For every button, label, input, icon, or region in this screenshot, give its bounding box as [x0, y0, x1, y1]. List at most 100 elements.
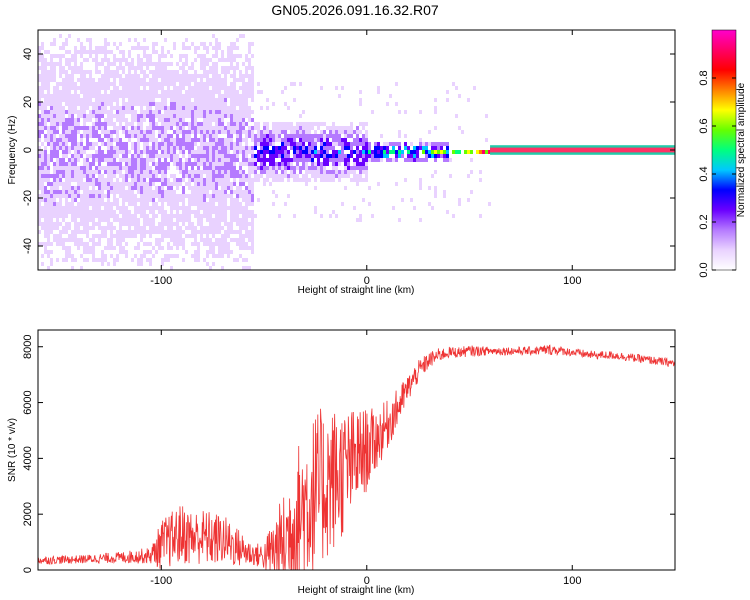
heatmap-cell	[41, 82, 44, 86]
heatmap-cell	[89, 34, 92, 38]
heatmap-cell	[80, 114, 83, 118]
heatmap-cell	[140, 182, 143, 186]
heatmap-cell	[248, 74, 251, 78]
heatmap-cell	[251, 242, 254, 246]
heatmap-cell	[65, 250, 68, 254]
heatmap-cell	[116, 162, 119, 166]
heatmap-cell	[44, 118, 47, 122]
heatmap-cell	[83, 266, 86, 270]
heatmap-cell	[185, 30, 188, 34]
heatmap-cell	[170, 190, 173, 194]
heatmap-cell	[161, 42, 164, 46]
heatmap-cell	[224, 46, 227, 50]
heatmap-cell	[158, 126, 161, 130]
heatmap-cell	[152, 246, 155, 250]
heatmap-cell	[80, 170, 83, 174]
heatmap-cell	[341, 150, 344, 154]
heatmap-cell	[41, 122, 44, 126]
heatmap-cell	[311, 122, 314, 126]
heatmap-cell	[251, 230, 254, 234]
heatmap-cell	[53, 186, 56, 190]
heatmap-cell	[290, 126, 293, 130]
heatmap-cell	[266, 170, 269, 174]
heatmap-cell	[89, 70, 92, 74]
heatmap-cell	[191, 154, 194, 158]
heatmap-cell	[56, 234, 59, 238]
heatmap-cell	[248, 38, 251, 42]
heatmap-cell	[254, 170, 257, 174]
heatmap-cell	[470, 158, 473, 162]
heatmap-cell	[200, 150, 203, 154]
heatmap-cell	[197, 62, 200, 66]
heatmap-cell	[107, 190, 110, 194]
heatmap-cell	[221, 210, 224, 214]
heatmap-cell	[188, 98, 191, 102]
heatmap-cell	[320, 150, 323, 154]
heatmap-cell	[98, 266, 101, 270]
heatmap-cell	[227, 178, 230, 182]
heatmap-cell	[107, 174, 110, 178]
heatmap-cell	[227, 138, 230, 142]
heatmap-cell	[143, 166, 146, 170]
heatmap-cell	[197, 190, 200, 194]
heatmap-cell	[41, 102, 44, 106]
heatmap-cell	[419, 110, 422, 114]
heatmap-cell	[230, 66, 233, 70]
heatmap-cell	[104, 86, 107, 90]
heatmap-cell	[92, 78, 95, 82]
colorbar-tick-label: 0.0	[698, 262, 710, 277]
heatmap-cell	[116, 190, 119, 194]
heatmap-cell	[53, 38, 56, 42]
heatmap-cell	[62, 90, 65, 94]
heatmap-cell	[83, 58, 86, 62]
heatmap-cell	[152, 114, 155, 118]
heatmap-cell	[206, 142, 209, 146]
heatmap-cell	[164, 94, 167, 98]
heatmap-cell	[56, 266, 59, 270]
heatmap-cell	[86, 266, 89, 270]
heatmap-cell	[47, 94, 50, 98]
heatmap-cell	[428, 202, 431, 206]
heatmap-cell	[161, 166, 164, 170]
heatmap-cell	[65, 198, 68, 202]
heatmap-cell	[203, 110, 206, 114]
heatmap-cell	[338, 134, 341, 138]
heatmap-cell	[47, 258, 50, 262]
heatmap-cell	[365, 162, 368, 166]
heatmap-cell	[143, 206, 146, 210]
heatmap-cell	[125, 198, 128, 202]
heatmap-cell	[140, 46, 143, 50]
heatmap-cell	[320, 86, 323, 90]
heatmap-cell	[158, 242, 161, 246]
heatmap-cell	[89, 238, 92, 242]
heatmap-cell	[77, 202, 80, 206]
heatmap-cell	[101, 254, 104, 258]
heatmap-cell	[140, 246, 143, 250]
heatmap-cell	[83, 174, 86, 178]
heatmap-cell	[59, 146, 62, 150]
heatmap-cell	[125, 74, 128, 78]
heatmap-cell	[80, 74, 83, 78]
heatmap-cell	[287, 162, 290, 166]
heatmap-cell	[359, 162, 362, 166]
heatmap-cell	[362, 122, 365, 126]
heatmap-cell	[98, 186, 101, 190]
heatmap-cell	[95, 150, 98, 154]
heatmap-cell	[143, 170, 146, 174]
heatmap-cell	[242, 62, 245, 66]
heatmap-cell	[191, 150, 194, 154]
heatmap-cell	[119, 194, 122, 198]
heatmap-cell	[101, 30, 104, 34]
heatmap-cell	[137, 98, 140, 102]
heatmap-cell	[176, 186, 179, 190]
heatmap-cell	[119, 174, 122, 178]
heatmap-cell	[68, 222, 71, 226]
heatmap-cell	[191, 202, 194, 206]
heatmap-cell	[299, 122, 302, 126]
heatmap-cell	[227, 122, 230, 126]
heatmap-cell	[410, 150, 413, 154]
heatmap-cell	[212, 170, 215, 174]
heatmap-cell	[281, 162, 284, 166]
heatmap-cell	[197, 186, 200, 190]
heatmap-cell	[137, 190, 140, 194]
